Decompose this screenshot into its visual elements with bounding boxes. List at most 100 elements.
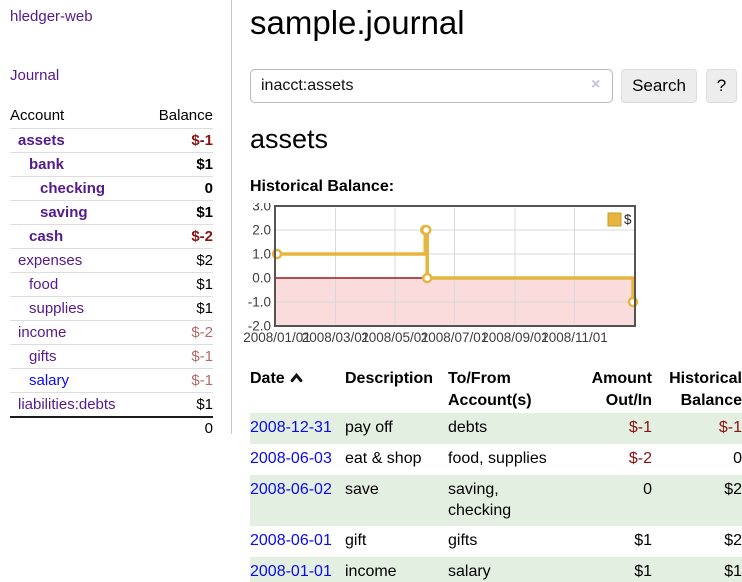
app-title-link[interactable]: hledger-web — [10, 8, 93, 25]
sidebar-account-link[interactable]: assets — [18, 132, 65, 149]
transaction-balance: $1 — [724, 563, 742, 581]
transaction-date-link[interactable]: 2008-12-31 — [250, 419, 332, 437]
sidebar-account-link[interactable]: food — [29, 276, 59, 293]
sidebar-account-link[interactable]: supplies — [29, 300, 85, 317]
svg-text:0.0: 0.0 — [252, 271, 271, 286]
account-balance: $2 — [144, 248, 213, 273]
account-row: saving $1 — [10, 200, 213, 225]
transaction-amount: $-2 — [628, 449, 652, 467]
account-row: salary $-1 — [10, 368, 213, 393]
register-table: Date Description To/From Account(s) Amou… — [250, 366, 742, 582]
transaction-description: pay off — [345, 419, 393, 437]
account-balance: $-1 — [144, 368, 213, 393]
sort-ascending-icon — [290, 372, 303, 383]
clear-search-icon[interactable]: × — [591, 76, 601, 93]
transaction-row: 2008-06-03 eat & shop food, supplies $-2 0 — [250, 444, 742, 475]
account-page-title: assets — [250, 124, 329, 154]
transaction-row: 2008-06-02 save saving, checking 0 $2 — [250, 474, 742, 527]
svg-text:2008/09/01: 2008/09/01 — [481, 330, 549, 345]
transaction-accounts: gifts — [448, 532, 478, 550]
account-row: assets $-1 — [10, 128, 213, 153]
account-row: checking 0 — [10, 176, 213, 201]
date-column-header[interactable]: Date — [250, 366, 345, 413]
historical-balance-chart: $3.0 2.0 1.0 0.0 -1.0 -2.02008/01/012008/03/0… — [243, 203, 639, 345]
sidebar-account-link[interactable]: expenses — [18, 252, 83, 269]
transaction-date-link[interactable]: 2008-01-01 — [250, 563, 332, 581]
page-title: sample.journal — [250, 4, 465, 41]
account-row: gifts $-1 — [10, 344, 213, 369]
amount-column-header: Amount Out/In — [591, 370, 652, 409]
accounts-column-header: To/From Account(s) — [448, 370, 532, 409]
sidebar-account-link[interactable]: gifts — [29, 348, 57, 365]
svg-text:2.0: 2.0 — [252, 223, 271, 238]
svg-text:2008/07/01: 2008/07/01 — [421, 330, 489, 345]
transaction-amount: 0 — [643, 480, 652, 498]
svg-text:2008/01/01: 2008/01/01 — [243, 330, 311, 345]
transaction-description: save — [345, 480, 379, 498]
account-balance: $1 — [144, 272, 213, 297]
svg-text:1.0: 1.0 — [252, 247, 271, 262]
sidebar-account-link[interactable]: saving — [40, 204, 88, 221]
account-balance: $1 — [144, 200, 213, 225]
sidebar: hledger-web Journal Account Balance asse… — [0, 0, 232, 437]
account-balance: $-1 — [144, 344, 213, 369]
account-balance: $1 — [144, 392, 213, 418]
account-balance: 0 — [144, 176, 213, 201]
transaction-row: 2008-01-01 income salary $1 $1 — [250, 557, 742, 582]
svg-text:2008/05/01: 2008/05/01 — [361, 330, 429, 345]
transaction-balance: $2 — [724, 532, 742, 550]
account-balance: $-2 — [144, 320, 213, 345]
account-balance: $-1 — [144, 128, 213, 153]
sidebar-item-journal[interactable]: Journal — [10, 67, 60, 84]
sidebar-account-link[interactable]: income — [18, 324, 67, 341]
transaction-amount: $-1 — [628, 419, 652, 437]
description-column-header: Description — [345, 370, 434, 387]
transaction-balance: $2 — [724, 480, 742, 498]
transaction-accounts: debts — [448, 419, 488, 437]
svg-text:3.0: 3.0 — [252, 203, 271, 214]
account-balance: $-2 — [144, 224, 213, 249]
svg-text:-2.0: -2.0 — [248, 319, 271, 334]
sidebar-account-link[interactable]: salary — [29, 372, 70, 389]
transaction-amount: $1 — [634, 532, 652, 550]
transaction-date-link[interactable]: 2008-06-02 — [250, 480, 332, 498]
accounts-total-row: 0 — [10, 417, 213, 440]
account-row: income $-2 — [10, 320, 213, 345]
transaction-accounts: saving, checking — [448, 480, 512, 519]
sidebar-account-link[interactable]: checking — [40, 180, 106, 197]
transaction-date-link[interactable]: 2008-06-01 — [250, 532, 332, 550]
main-content: sample.journal × Search ? assets Histori… — [243, 0, 742, 582]
svg-text:2008/03/01: 2008/03/01 — [302, 330, 370, 345]
transaction-amount: $1 — [634, 563, 652, 581]
transaction-date-link[interactable]: 2008-06-03 — [250, 449, 332, 467]
account-row: expenses $2 — [10, 248, 213, 273]
account-row: liabilities:debts $1 — [10, 392, 213, 418]
account-row: food $1 — [10, 272, 213, 297]
sidebar-account-link[interactable]: liabilities:debts — [18, 396, 116, 413]
search-form: × Search ? — [250, 69, 742, 103]
svg-text:2008/11/01: 2008/11/01 — [541, 330, 608, 345]
transaction-balance: $-1 — [718, 419, 742, 437]
register-header-row: Date Description To/From Account(s) Amou… — [250, 366, 742, 413]
transaction-description: income — [345, 563, 397, 581]
accounts-total-value: 0 — [204, 420, 213, 437]
account-balance: $1 — [144, 296, 213, 321]
transaction-accounts: salary — [448, 563, 491, 581]
chart-heading: Historical Balance: — [250, 178, 395, 195]
transaction-description: gift — [345, 532, 367, 550]
sidebar-account-link[interactable]: bank — [29, 156, 65, 173]
transaction-accounts: food, supplies — [448, 449, 547, 467]
transaction-row: 2008-06-01 gift gifts $1 $2 — [250, 526, 742, 557]
search-input[interactable] — [250, 69, 613, 103]
sidebar-account-link[interactable]: cash — [29, 228, 64, 245]
help-button[interactable]: ? — [706, 69, 737, 103]
account-row: supplies $1 — [10, 296, 213, 321]
search-button[interactable]: Search — [621, 69, 697, 103]
balance-column-header: Historical Balance — [669, 370, 742, 409]
account-balance: $1 — [144, 152, 213, 177]
transaction-balance: 0 — [733, 449, 742, 467]
account-row: cash $-2 — [10, 224, 213, 249]
account-row: bank $1 — [10, 152, 213, 177]
accounts-table: Account Balance assets $-1 bank $1 checking 0… — [10, 104, 213, 440]
